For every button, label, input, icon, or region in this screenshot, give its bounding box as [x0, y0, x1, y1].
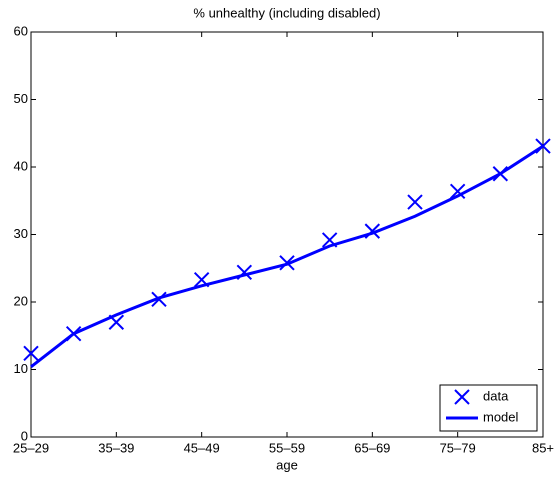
y-tick-label: 10: [14, 361, 28, 376]
y-tick-label: 0: [21, 428, 28, 443]
y-tick-label: 20: [14, 293, 28, 308]
y-tick-label: 50: [14, 91, 28, 106]
x-tick-label: 75–79: [440, 440, 476, 455]
x-tick-label: 55–59: [269, 440, 305, 455]
x-tick-label: 25–29: [13, 440, 49, 455]
legend-label: data: [483, 388, 509, 403]
plot-box: [30, 31, 544, 438]
legend-box: [439, 384, 538, 432]
y-tick-label: 40: [14, 158, 28, 173]
x-tick-label: 45–49: [184, 440, 220, 455]
legend-marker: [454, 389, 470, 405]
x-tick-label: 35–39: [98, 440, 134, 455]
model-line: [30, 144, 544, 368]
data-marker: [449, 183, 466, 200]
y-tick-label: 30: [14, 226, 28, 241]
legend-label: model: [483, 409, 519, 424]
x-tick-label: 85+: [532, 440, 554, 455]
data-marker: [407, 194, 423, 210]
x-axis-label: age: [276, 457, 298, 472]
chart-title: % unhealthy (including disabled): [193, 5, 380, 20]
data-marker: [23, 345, 39, 362]
y-tick-label: 60: [14, 23, 28, 38]
x-tick-label: 65–69: [354, 440, 390, 455]
